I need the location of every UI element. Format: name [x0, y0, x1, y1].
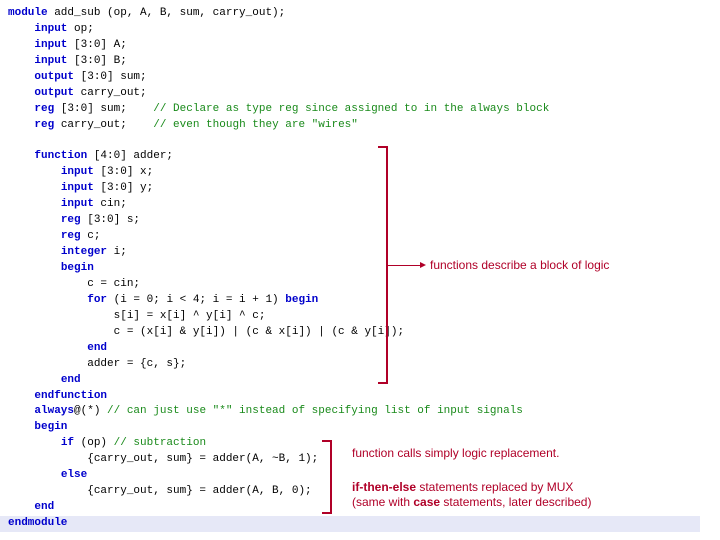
keyword-token: input	[34, 55, 67, 67]
arrow-function-head	[420, 262, 426, 268]
text-token	[8, 294, 87, 306]
text-token	[8, 150, 34, 162]
annotation-ifelse-l2: (same with case statements, later descri…	[352, 495, 591, 510]
keyword-token: input	[61, 166, 94, 178]
text-token	[8, 421, 34, 433]
keyword-token: for	[87, 294, 107, 306]
text-token	[8, 262, 61, 274]
text-token	[8, 71, 34, 83]
text-token: {carry_out, sum} = adder(A, ~B, 1);	[8, 453, 318, 465]
text-token	[8, 374, 61, 386]
keyword-token: input	[61, 182, 94, 194]
keyword-token: if	[61, 437, 74, 449]
text-token: (op)	[74, 437, 114, 449]
keyword-token: module	[8, 7, 48, 19]
text-token	[8, 230, 61, 242]
text-token	[8, 87, 34, 99]
keyword-token: else	[61, 469, 87, 481]
text-token	[8, 23, 34, 35]
text-token	[8, 119, 34, 131]
text-token	[8, 501, 34, 513]
keyword-token: end	[61, 374, 81, 386]
text-token	[8, 166, 61, 178]
annotation-ifelse: if-then-else statements replaced by MUX …	[352, 480, 591, 510]
keyword-token: reg	[61, 214, 81, 226]
text-token: carry_out;	[74, 87, 147, 99]
text-token: [3:0] s;	[81, 214, 140, 226]
keyword-token: output	[34, 71, 74, 83]
text-token: s[i] = x[i] ^ y[i] ^ c;	[8, 310, 265, 322]
text-token	[8, 182, 61, 194]
text-token: [3:0] sum;	[74, 71, 147, 83]
text-token: i;	[107, 246, 127, 258]
text-token	[8, 246, 61, 258]
keyword-token: reg	[34, 119, 54, 131]
text-token: c = cin;	[8, 278, 140, 290]
text-token: c = (x[i] & y[i]) | (c & x[i]) | (c & y[…	[8, 326, 404, 338]
text-token: c;	[81, 230, 101, 242]
keyword-token: end	[34, 501, 54, 513]
comment-token: // even though they are "wires"	[153, 119, 358, 131]
keyword-token: reg	[61, 230, 81, 242]
text-token: adder = {c, s};	[8, 358, 186, 370]
annotation-ifelse-l1: if-then-else statements replaced by MUX	[352, 480, 573, 494]
comment-token: // can just use "*" instead of specifyin…	[107, 405, 523, 417]
text-token	[8, 437, 61, 449]
text-token: @(*)	[74, 405, 107, 417]
keyword-token: begin	[285, 294, 318, 306]
text-token: [3:0] sum;	[54, 103, 153, 115]
text-token: [4:0] adder;	[87, 150, 173, 162]
keyword-token: output	[34, 87, 74, 99]
text-token	[8, 198, 61, 210]
text-token	[8, 405, 34, 417]
keyword-token: input	[61, 198, 94, 210]
arrow-function	[386, 265, 420, 266]
text-token	[8, 390, 34, 402]
keyword-token: function	[34, 150, 87, 162]
text-token	[8, 342, 87, 354]
text-token	[8, 55, 34, 67]
text-token: (i = 0; i < 4; i = i + 1)	[107, 294, 285, 306]
annotation-calls: function calls simply logic replacement.	[352, 446, 559, 461]
keyword-token: integer	[61, 246, 107, 258]
keyword-token: begin	[61, 262, 94, 274]
keyword-token: reg	[34, 103, 54, 115]
keyword-token: end	[87, 342, 107, 354]
text-token: add_sub (op, A, B, sum, carry_out);	[48, 7, 286, 19]
comment-token: // Declare as type reg since assigned to…	[153, 103, 549, 115]
text-token: carry_out;	[54, 119, 153, 131]
text-token: op;	[67, 23, 93, 35]
text-token	[8, 469, 61, 481]
keyword-token: input	[34, 23, 67, 35]
keyword-token: always	[34, 405, 74, 417]
keyword-token: endfunction	[34, 390, 107, 402]
text-token	[8, 39, 34, 51]
keyword-token: begin	[34, 421, 67, 433]
text-token	[8, 214, 61, 226]
bracket-always	[322, 440, 332, 514]
text-token: [3:0] A;	[67, 39, 126, 51]
text-token: {carry_out, sum} = adder(A, B, 0);	[8, 485, 312, 497]
keyword-token: endmodule	[8, 517, 67, 529]
text-token: [3:0] B;	[67, 55, 126, 67]
keyword-token: input	[34, 39, 67, 51]
annotation-function: functions describe a block of logic	[430, 258, 609, 273]
text-token: [3:0] x;	[94, 166, 153, 178]
text-token	[8, 103, 34, 115]
text-token: cin;	[94, 198, 127, 210]
comment-token: // subtraction	[114, 437, 206, 449]
text-token: [3:0] y;	[94, 182, 153, 194]
